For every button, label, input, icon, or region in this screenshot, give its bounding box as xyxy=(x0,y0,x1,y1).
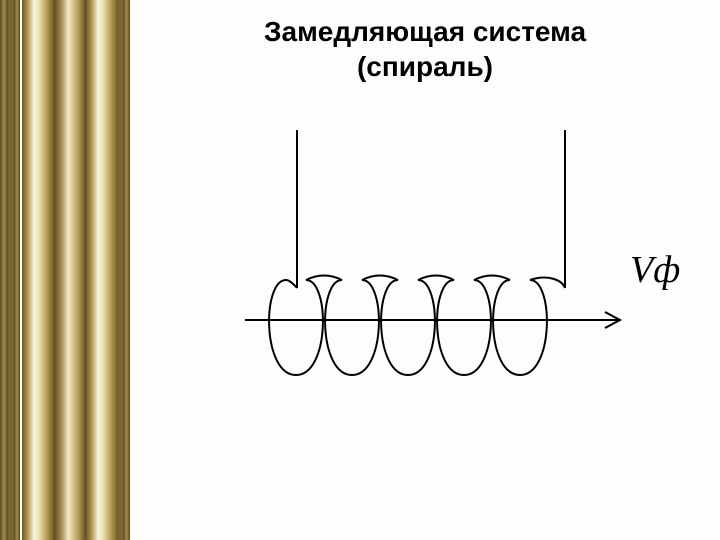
title-line-2: (спираль) xyxy=(357,51,493,82)
slide: Замедляющая система (спираль) xyxy=(0,0,720,540)
page-title: Замедляющая система (спираль) xyxy=(130,14,720,84)
helix-diagram: Vф xyxy=(190,130,690,490)
content-area: Замедляющая система (спираль) xyxy=(130,0,720,540)
left-decorative-band xyxy=(0,0,130,540)
left-band-svg xyxy=(0,0,130,540)
helix-svg xyxy=(190,130,690,490)
phase-velocity-label: Vф xyxy=(630,248,680,292)
title-line-1: Замедляющая система xyxy=(264,16,586,47)
